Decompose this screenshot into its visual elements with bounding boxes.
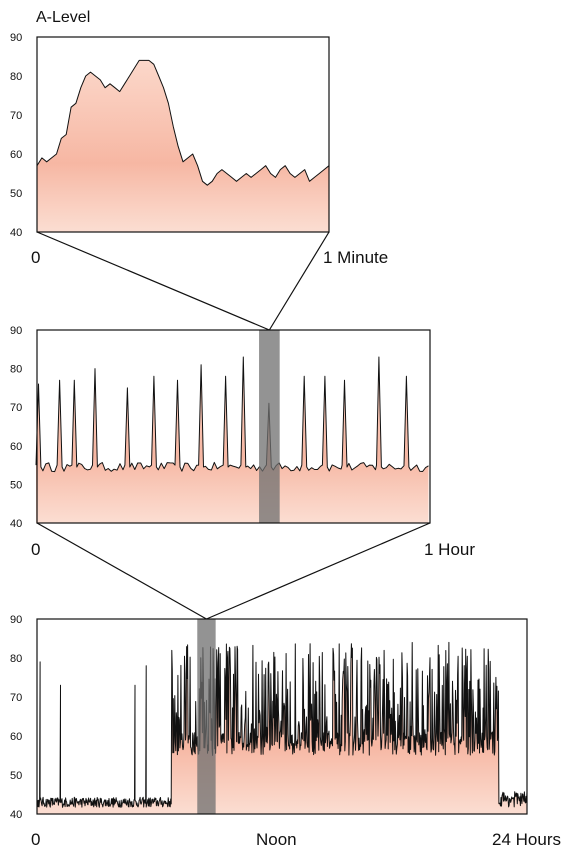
panel-day-x-start: 0 (31, 830, 40, 849)
zoom-connector-hour (36, 522, 431, 620)
y-tick-label: 40 (10, 518, 22, 530)
y-tick-label: 90 (10, 325, 22, 337)
panel-day-ticks: 40 50 60 70 80 90 (10, 614, 22, 821)
panel-hour-x-end: 1 Hour (424, 540, 475, 559)
panel-minute-x-end: 1 Minute (323, 248, 388, 267)
connector-line-right (206, 522, 431, 620)
y-tick-label: 70 (10, 110, 22, 122)
y-tick-label: 50 (10, 479, 22, 491)
y-tick-label: 70 (10, 692, 22, 704)
chart-title: A-Level (36, 9, 90, 26)
panel-day-x-mid: Noon (256, 830, 297, 849)
connector-line-left (36, 231, 270, 331)
panel-day-x-end: 24 Hours (492, 830, 561, 849)
panel-minute-area (36, 59, 330, 233)
panel-minute-series-line (36, 59, 330, 186)
panel-hour-zoom-highlight (259, 330, 280, 523)
y-tick-label: 80 (10, 653, 22, 665)
panel-hour-series-line (35, 356, 429, 473)
panel-minute-series-fill (37, 60, 329, 233)
y-tick-label: 50 (10, 188, 22, 200)
panel-hour-x-start: 0 (31, 540, 40, 559)
panel-day-zoom-highlight (197, 619, 216, 814)
y-tick-label: 40 (10, 227, 22, 239)
panel-hour-series-fill (36, 357, 429, 523)
connector-line-right (268, 231, 330, 331)
panel-day-area (36, 641, 528, 814)
y-tick-label: 80 (10, 71, 22, 83)
y-tick-label: 60 (10, 149, 22, 161)
y-tick-label: 70 (10, 402, 22, 414)
y-tick-label: 40 (10, 809, 22, 821)
panel-hour-area (35, 356, 429, 523)
panel-hour-ticks: 40 50 60 70 80 90 (10, 325, 22, 530)
y-tick-label: 60 (10, 731, 22, 743)
y-tick-label: 50 (10, 770, 22, 782)
panel-day-series-line (36, 641, 528, 808)
panel-minute-ticks: 40 50 60 70 80 90 (10, 32, 22, 239)
panel-day-frame (36, 618, 528, 815)
connector-line-left (36, 522, 207, 620)
y-tick-label: 60 (10, 441, 22, 453)
panel-hour: 40 50 60 70 80 90 0 1 Hour (10, 325, 475, 559)
panel-hour-frame (36, 329, 431, 524)
panel-minute-x-start: 0 (31, 248, 40, 267)
y-tick-label: 80 (10, 364, 22, 376)
panel-minute: 40 50 60 70 80 90 0 1 Minute (10, 32, 388, 267)
panel-day: 40 50 60 70 80 90 0 Noon 24 Hours (10, 614, 561, 849)
y-tick-label: 90 (10, 614, 22, 626)
panel-minute-frame (36, 36, 330, 233)
zoom-connector-minute (36, 231, 330, 331)
y-tick-label: 90 (10, 32, 22, 44)
